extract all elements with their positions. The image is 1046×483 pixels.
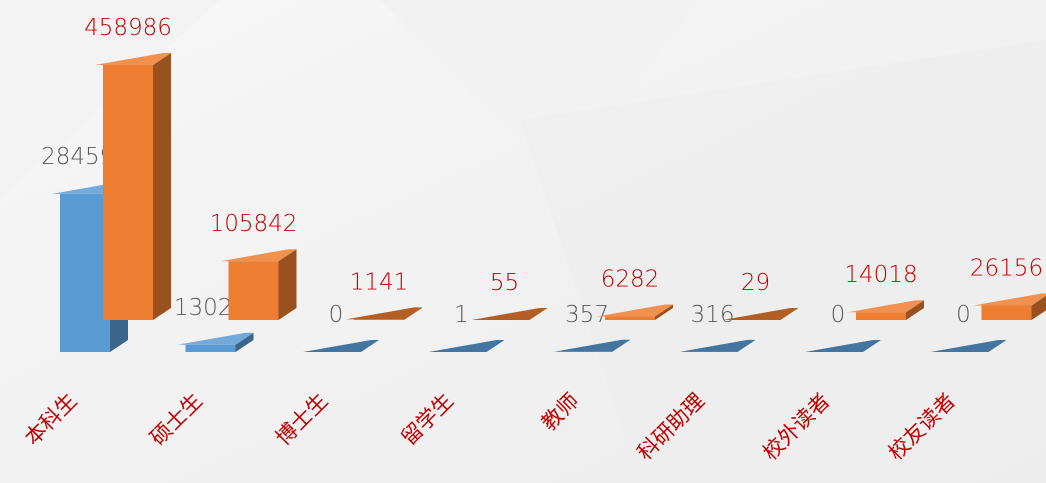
background-shape	[380, 0, 700, 180]
bar-side	[780, 307, 799, 320]
data-label: 357	[565, 302, 609, 328]
data-label: 1	[454, 302, 469, 328]
bar-top	[428, 339, 505, 352]
bar-top	[930, 340, 1007, 352]
bar-side	[278, 249, 297, 320]
bar-top	[346, 307, 422, 320]
bar-side	[1031, 295, 1046, 320]
bar-side	[404, 307, 422, 320]
bar-front	[856, 312, 906, 320]
bar-top	[597, 304, 673, 317]
bar-side	[153, 53, 171, 320]
bar-side	[486, 339, 505, 352]
bar-top	[848, 300, 924, 313]
bar-front	[103, 65, 153, 320]
data-label: 55	[490, 270, 519, 296]
bar-side	[906, 300, 924, 320]
bar-front	[605, 316, 655, 320]
data-label: 14018	[844, 262, 917, 288]
bar-front	[354, 319, 404, 320]
data-label: 26156	[970, 255, 1043, 281]
bar-front	[228, 261, 279, 320]
bar-side	[529, 307, 548, 320]
data-label: 316	[691, 302, 735, 328]
bar-top	[679, 339, 756, 352]
bar-side	[235, 332, 254, 352]
data-label: 29	[741, 270, 770, 296]
bar-top	[177, 332, 254, 345]
bar-front	[185, 344, 236, 352]
bar-top	[471, 307, 548, 320]
bar-front	[981, 305, 1032, 320]
bar-front	[60, 193, 110, 352]
data-label: 0	[831, 302, 846, 328]
bar-side	[737, 339, 756, 352]
data-label: 0	[956, 302, 971, 328]
bar-top	[95, 53, 171, 65]
bar-side	[655, 304, 673, 320]
data-label: 0	[329, 302, 344, 328]
data-label: 6282	[601, 267, 660, 293]
background-shape	[520, 40, 1046, 483]
data-label: 105842	[210, 211, 298, 237]
bar-top	[973, 293, 1046, 306]
data-label: 458986	[84, 15, 172, 41]
bar-top	[554, 339, 630, 352]
data-label: 1141	[350, 269, 409, 295]
bar-top	[722, 307, 799, 320]
bar-side	[612, 339, 630, 352]
bar-top	[303, 340, 379, 352]
bar-top	[805, 340, 881, 352]
bar-top	[220, 249, 297, 262]
